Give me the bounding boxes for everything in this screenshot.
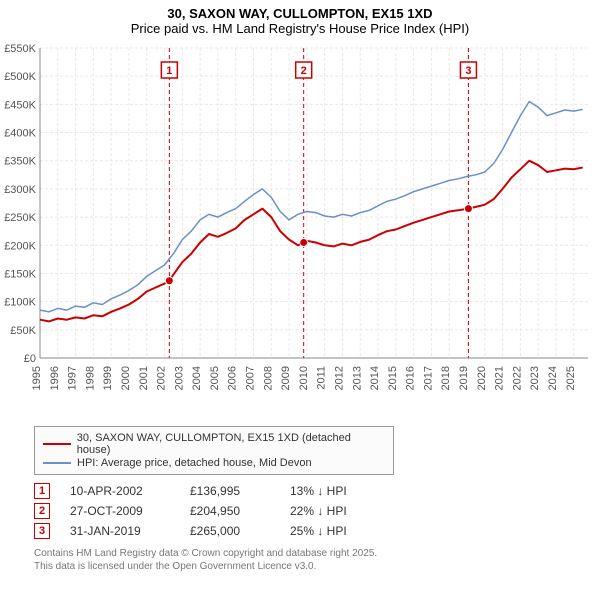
legend-label: HPI: Average price, detached house, Mid … xyxy=(77,457,312,469)
svg-text:1996: 1996 xyxy=(49,366,61,390)
svg-text:2021: 2021 xyxy=(494,366,506,390)
svg-text:2010: 2010 xyxy=(298,366,310,390)
svg-text:2008: 2008 xyxy=(262,366,274,390)
footer: Contains HM Land Registry data © Crown c… xyxy=(34,547,590,573)
footer-line: Contains HM Land Registry data © Crown c… xyxy=(34,547,590,560)
svg-text:£350K: £350K xyxy=(4,156,36,168)
sale-price: £204,950 xyxy=(190,504,270,518)
sales-row: 2 27-OCT-2009 £204,950 22% ↓ HPI xyxy=(34,503,590,519)
sale-marker-box: 3 xyxy=(34,523,50,539)
svg-text:2003: 2003 xyxy=(173,366,185,390)
sale-date: 27-OCT-2009 xyxy=(70,504,170,518)
sale-marker-box: 2 xyxy=(34,503,50,519)
svg-text:2006: 2006 xyxy=(227,366,239,390)
svg-text:£450K: £450K xyxy=(4,99,36,111)
svg-text:2016: 2016 xyxy=(405,366,417,390)
svg-text:3: 3 xyxy=(465,65,471,77)
svg-text:2018: 2018 xyxy=(440,366,452,390)
legend-item: 30, SAXON WAY, CULLOMPTON, EX15 1XD (det… xyxy=(43,432,385,456)
svg-text:1998: 1998 xyxy=(84,366,96,390)
svg-text:£400K: £400K xyxy=(4,128,36,140)
legend-label: 30, SAXON WAY, CULLOMPTON, EX15 1XD (det… xyxy=(77,432,385,456)
svg-text:2024: 2024 xyxy=(547,366,559,390)
sale-date: 31-JAN-2019 xyxy=(70,524,170,538)
svg-text:2005: 2005 xyxy=(209,366,221,390)
sale-marker-box: 1 xyxy=(34,483,50,499)
svg-text:£200K: £200K xyxy=(4,240,36,252)
svg-text:2022: 2022 xyxy=(511,366,523,390)
legend-swatch xyxy=(43,462,71,464)
sales-row: 3 31-JAN-2019 £265,000 25% ↓ HPI xyxy=(34,523,590,539)
svg-text:2015: 2015 xyxy=(387,366,399,390)
legend: 30, SAXON WAY, CULLOMPTON, EX15 1XD (det… xyxy=(34,426,394,475)
svg-text:1: 1 xyxy=(166,65,172,77)
svg-text:£150K: £150K xyxy=(4,268,36,280)
svg-text:2007: 2007 xyxy=(245,366,257,390)
svg-text:2001: 2001 xyxy=(138,366,150,390)
svg-text:2: 2 xyxy=(301,65,307,77)
sale-date: 10-APR-2002 xyxy=(70,484,170,498)
sale-price: £265,000 xyxy=(190,524,270,538)
legend-item: HPI: Average price, detached house, Mid … xyxy=(43,457,385,469)
sales-row: 1 10-APR-2002 £136,995 13% ↓ HPI xyxy=(34,483,590,499)
svg-text:£300K: £300K xyxy=(4,184,36,196)
chart-container: 30, SAXON WAY, CULLOMPTON, EX15 1XD Pric… xyxy=(0,0,600,573)
svg-text:2002: 2002 xyxy=(156,366,168,390)
svg-text:2014: 2014 xyxy=(369,366,381,390)
sale-diff: 22% ↓ HPI xyxy=(290,504,370,518)
title-subtitle: Price paid vs. HM Land Registry's House … xyxy=(0,21,600,36)
title-address: 30, SAXON WAY, CULLOMPTON, EX15 1XD xyxy=(0,6,600,21)
svg-text:£50K: £50K xyxy=(10,325,36,337)
svg-text:2017: 2017 xyxy=(422,366,434,390)
legend-swatch xyxy=(43,443,71,445)
svg-text:2009: 2009 xyxy=(280,366,292,390)
svg-text:£100K: £100K xyxy=(4,297,36,309)
footer-line: This data is licensed under the Open Gov… xyxy=(34,560,590,573)
svg-text:£250K: £250K xyxy=(4,212,36,224)
svg-text:£550K: £550K xyxy=(4,43,36,55)
sale-diff: 25% ↓ HPI xyxy=(290,524,370,538)
svg-text:2011: 2011 xyxy=(316,366,328,390)
svg-text:1997: 1997 xyxy=(67,366,79,390)
svg-text:1995: 1995 xyxy=(31,366,43,390)
title-block: 30, SAXON WAY, CULLOMPTON, EX15 1XD Pric… xyxy=(0,0,600,40)
sale-diff: 13% ↓ HPI xyxy=(290,484,370,498)
svg-text:2025: 2025 xyxy=(565,366,577,390)
svg-text:2019: 2019 xyxy=(458,366,470,390)
svg-text:£0: £0 xyxy=(24,353,36,365)
chart-svg: £0 £50K £100K £150K £200K £250K £300K £350K £400… xyxy=(0,40,600,420)
svg-text:2013: 2013 xyxy=(351,366,363,390)
svg-text:1999: 1999 xyxy=(102,366,114,390)
svg-text:£500K: £500K xyxy=(4,71,36,83)
svg-text:2020: 2020 xyxy=(476,366,488,390)
svg-text:2000: 2000 xyxy=(120,366,132,390)
svg-text:2023: 2023 xyxy=(529,366,541,390)
chart-area: £0 £50K £100K £150K £200K £250K £300K £350K £400… xyxy=(0,40,600,420)
sales-table: 1 10-APR-2002 £136,995 13% ↓ HPI 2 27-OC… xyxy=(34,483,590,539)
svg-text:2012: 2012 xyxy=(333,366,345,390)
svg-text:2004: 2004 xyxy=(191,366,203,390)
sale-price: £136,995 xyxy=(190,484,270,498)
